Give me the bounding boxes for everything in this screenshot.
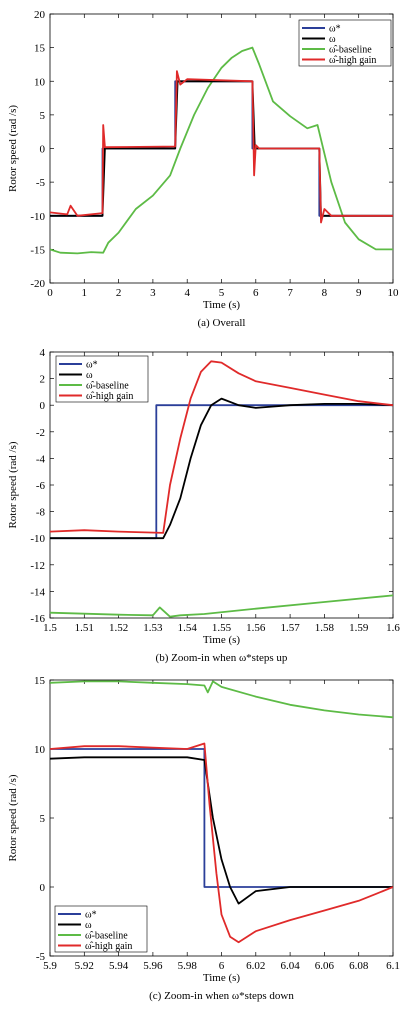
x-tick-label: 3 [150,287,156,299]
x-tick-label: 10 [388,287,400,299]
y-tick-label: 2 [40,374,46,386]
x-axis-label: Time (s) [203,299,241,311]
legend-entry-0: ω* [85,910,97,921]
x-tick-label: 7 [287,287,293,299]
chart-zoom-step-down: 5.9 5.92 5.94 5.96 5.98 6 6.02 6.04 6.06 6.08 6.1 1… [7,675,400,1002]
y-tick-label: 0 [40,400,46,412]
series-line-1 [50,756,393,905]
series-line-3 [50,70,393,224]
y-tick-label: -2 [36,427,45,439]
x-tick-label: 1.55 [212,622,232,634]
y-tick-label: -10 [30,533,45,545]
legend-entry-3: ω̂-high gain [329,55,376,66]
x-tick-label: 1.54 [178,622,198,634]
legend-box [54,905,148,953]
legend-entry-0: ω* [329,24,341,35]
x-tick-label: 8 [322,287,328,299]
x-tick-label: 1.53 [143,622,163,634]
y-axis-label: Rotor speed (rad /s) [7,441,19,528]
series-line-3 [50,742,393,944]
y-tick-label: 10 [34,744,46,756]
y-tick-label: -6 [36,480,46,492]
y-tick-label: -14 [30,586,45,598]
chart-caption: (a) Overall [198,317,246,329]
legend-entry-3: ω̂-high gain [86,391,133,402]
x-tick-label: 6 [253,287,259,299]
x-tick-label: 1.5 [43,622,57,634]
x-tick-label: 0 [47,287,53,299]
y-tick-label: 15 [34,43,46,55]
legend-entry-2: ω̂-baseline [85,931,128,942]
x-tick-label: 5.96 [143,960,163,972]
x-tick-label: 6.1 [386,960,400,972]
x-tick-label: 9 [356,287,362,299]
x-tick-label: 5.92 [75,960,94,972]
y-tick-label: 5 [40,110,46,122]
series-line-1 [50,397,393,540]
y-tick-label: -8 [36,507,46,519]
x-tick-label: 6.02 [246,960,265,972]
y-tick-label: -5 [36,951,46,963]
x-tick-label: 1.51 [75,622,94,634]
legend-entry-2: ω̂-baseline [86,381,129,392]
chart-zoom-step-up: 1.5 1.51 1.52 1.53 1.54 1.55 1.56 1.57 1.58 1.59 1… [7,347,400,664]
x-tick-label: 5 [219,287,225,299]
legend-entry-1: ω [85,920,92,931]
y-tick-label: 20 [34,9,46,21]
x-tick-label: 2 [116,287,122,299]
chart-caption: (c) Zoom-in when ω*steps down [149,990,294,1002]
y-tick-label: 0 [40,144,46,156]
x-tick-label: 5.9 [43,960,57,972]
y-tick-label: -4 [36,453,46,465]
y-tick-label: 0 [40,882,46,894]
legend-entry-1: ω [86,370,93,381]
chart-caption: (b) Zoom-in when ω*steps up [156,652,288,664]
y-tick-label: 5 [40,813,46,825]
series-line-2 [50,680,393,719]
y-tick-label: -16 [30,613,45,625]
x-tick-label: 1.59 [349,622,369,634]
y-tick-label: -20 [30,278,45,290]
y-tick-label: 15 [34,675,46,687]
x-axis-label: Time (s) [203,634,241,646]
chart-overall: 0 1 2 3 4 5 6 7 8 9 10 20 15 10 5 0 -5 -10 -15 -20 ω*ωω̂-bas… [7,9,400,329]
x-tick-label: 1.57 [280,622,300,634]
series-line-2 [50,46,393,255]
y-tick-label: 4 [40,347,46,359]
y-tick-label: -15 [30,244,45,256]
x-tick-label: 1.58 [315,622,335,634]
x-tick-label: 6 [219,960,225,972]
legend-entry-0: ω* [86,360,98,371]
y-axis-label: Rotor speed (rad /s) [7,105,19,192]
legend-entry-1: ω [329,34,336,45]
legend-entry-2: ω̂-baseline [329,45,372,56]
x-axis-label: Time (s) [203,972,241,984]
y-tick-label: -10 [30,211,45,223]
series-line-3 [50,360,393,534]
x-tick-label: 1.56 [246,622,266,634]
x-tick-label: 1.52 [109,622,128,634]
x-tick-label: 5.98 [178,960,198,972]
x-tick-label: 4 [184,287,190,299]
x-tick-label: 6.04 [280,960,300,972]
legend-entry-3: ω̂-high gain [85,941,132,952]
y-axis-label: Rotor speed (rad /s) [7,774,19,861]
x-tick-label: 6.08 [349,960,369,972]
series-line-2 [50,594,393,618]
x-tick-label: 5.94 [109,960,129,972]
x-tick-label: 6.06 [315,960,335,972]
y-tick-label: -12 [30,560,45,572]
y-tick-label: 10 [34,76,46,88]
y-tick-label: -5 [36,177,46,189]
x-tick-label: 1.6 [386,622,400,634]
x-tick-label: 1 [82,287,88,299]
